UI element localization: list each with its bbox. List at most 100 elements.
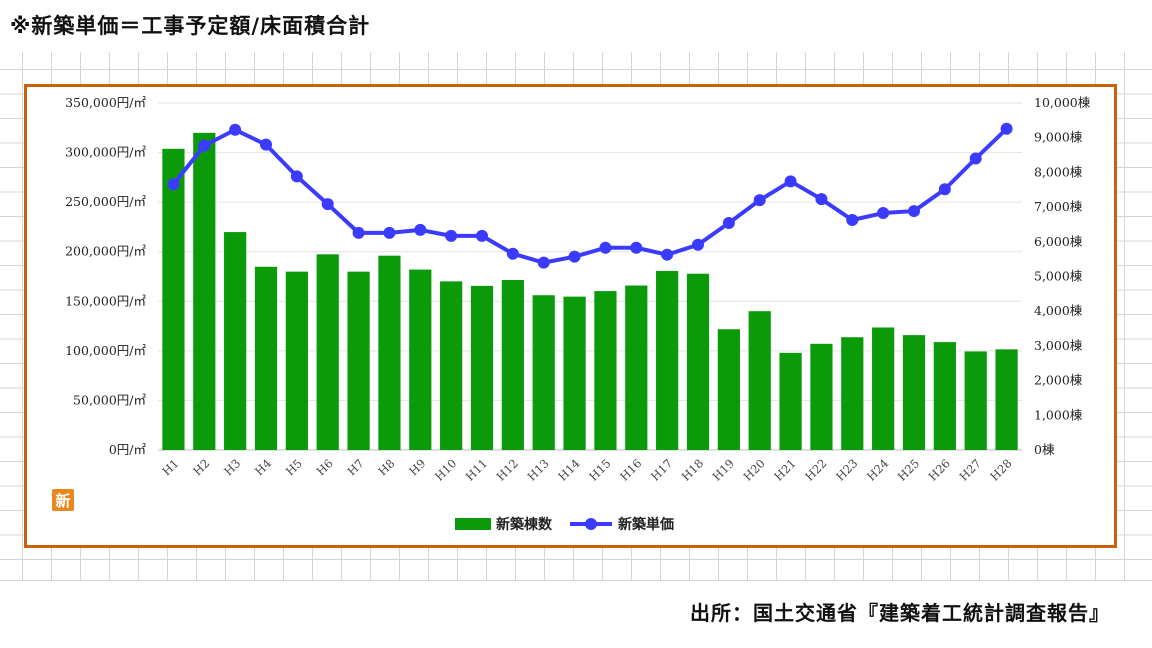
- line-point: [1000, 122, 1013, 135]
- category-label: H25: [895, 456, 922, 483]
- line-point: [630, 241, 643, 254]
- bar: [224, 232, 247, 450]
- right-tick-label: 7,000棟: [1034, 199, 1083, 214]
- left-tick-label: 150,000円/㎡: [65, 293, 146, 308]
- category-label: H6: [314, 456, 336, 478]
- category-label: H23: [833, 456, 860, 483]
- bar: [995, 349, 1018, 450]
- bar: [902, 335, 926, 450]
- category-label: H14: [555, 456, 582, 483]
- category-label: H27: [956, 456, 983, 483]
- category-label: H7: [345, 456, 367, 478]
- right-axis-ticks: 0棟 1,000棟 2,000棟 3,000棟 4,000棟 5,000棟 6,000棟 7,…: [1034, 95, 1091, 457]
- bar: [563, 296, 586, 450]
- bar: [810, 343, 833, 450]
- line-point: [383, 226, 396, 239]
- left-tick-label: 200,000円/㎡: [65, 244, 146, 259]
- category-label: H17: [648, 456, 675, 483]
- line-point: [908, 205, 920, 218]
- left-tick-label: 50,000円/㎡: [73, 392, 146, 407]
- line-point: [321, 198, 334, 211]
- bar: [779, 352, 802, 450]
- category-label: H22: [802, 456, 829, 483]
- line-point: [969, 152, 982, 165]
- line-point: [846, 213, 859, 226]
- bar: [254, 266, 278, 450]
- category-label: H5: [283, 456, 305, 478]
- left-tick-label: 350,000円/㎡: [65, 95, 146, 110]
- line-point: [537, 256, 550, 269]
- new-badge: 新: [52, 489, 74, 511]
- right-tick-label: 3,000棟: [1034, 338, 1083, 353]
- bar: [933, 342, 956, 450]
- right-tick-label: 6,000棟: [1034, 234, 1083, 249]
- line-point: [692, 238, 704, 251]
- legend-bar-swatch: [455, 518, 491, 530]
- right-tick-label: 8,000棟: [1034, 164, 1083, 179]
- category-label: H4: [252, 456, 274, 478]
- left-axis-ticks: 0円/㎡ 50,000円/㎡ 100,000円/㎡ 150,000円/㎡ 200,000…: [65, 95, 146, 457]
- line-point: [506, 247, 519, 260]
- line-point: [815, 193, 828, 206]
- category-label: H8: [375, 456, 397, 478]
- category-label: H11: [463, 456, 490, 483]
- category-label: H13: [524, 456, 551, 483]
- category-label: H15: [586, 456, 613, 483]
- bar: [409, 269, 432, 450]
- left-tick-label: 100,000円/㎡: [65, 343, 146, 358]
- line-point: [414, 223, 427, 236]
- line-series: [167, 122, 1013, 269]
- legend: 新築棟数 新築単価: [455, 516, 674, 533]
- source-note: 出所：国土交通省『建築着工統計調査報告』: [690, 601, 1110, 625]
- legend-label: 新築単価: [618, 516, 674, 533]
- line-point: [445, 229, 458, 242]
- left-tick-label: 0円/㎡: [109, 442, 147, 457]
- legend-line-marker: [585, 518, 597, 530]
- bar: [193, 132, 216, 451]
- category-axis-labels: H1 H2 H3 H4 H5 H6 H7 H8 H9 H10 H11 H12 H13 H14 H15 H16 H…: [159, 456, 1014, 483]
- line-point: [260, 138, 272, 151]
- bar: [717, 329, 740, 450]
- bar-series: [162, 132, 1018, 451]
- line-point: [938, 183, 951, 196]
- line-point: [167, 178, 180, 191]
- legend-label: 新築棟数: [496, 516, 553, 533]
- category-label: H10: [432, 456, 459, 483]
- line-point: [290, 170, 303, 183]
- line-point: [229, 123, 242, 136]
- bar: [656, 270, 679, 450]
- line-point: [599, 241, 612, 254]
- bar: [470, 285, 494, 450]
- line-point: [568, 250, 581, 263]
- category-label: H28: [987, 456, 1014, 483]
- category-label: H3: [221, 456, 243, 478]
- category-label: H9: [406, 456, 428, 478]
- category-label: H1: [159, 456, 181, 478]
- bar: [316, 254, 339, 450]
- bar: [686, 273, 710, 450]
- footer-band: [0, 580, 1152, 648]
- line-point: [198, 139, 211, 152]
- category-label: H19: [710, 456, 737, 483]
- right-tick-label: 0棟: [1034, 442, 1055, 457]
- bar: [440, 281, 463, 450]
- bar: [872, 327, 895, 450]
- bar: [841, 337, 864, 450]
- bar: [285, 271, 308, 450]
- bar: [748, 311, 771, 450]
- category-label: H26: [926, 456, 953, 483]
- bar: [162, 148, 185, 450]
- bar: [594, 291, 617, 450]
- right-tick-label: 5,000棟: [1034, 269, 1083, 284]
- line-point: [877, 207, 890, 220]
- bar: [378, 255, 401, 450]
- line-point: [784, 175, 797, 188]
- line-point: [352, 226, 365, 239]
- right-tick-label: 4,000棟: [1034, 303, 1083, 318]
- right-tick-label: 1,000棟: [1034, 407, 1083, 422]
- line-path: [171, 127, 1008, 265]
- header-band: ※新築単価＝工事予定額/床面積合計: [0, 0, 1152, 52]
- category-label: H18: [679, 456, 706, 483]
- category-label: H2: [190, 456, 212, 478]
